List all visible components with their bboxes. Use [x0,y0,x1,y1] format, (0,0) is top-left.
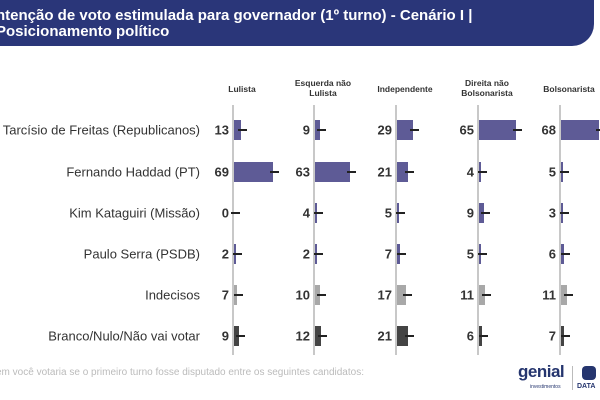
data-label: 65 [459,122,474,138]
data-label: 13 [214,122,229,138]
error-bar [561,335,571,337]
error-bar [559,212,569,214]
data-label: 63 [295,164,310,180]
bar [560,120,600,140]
error-bar [512,129,522,131]
axis-line [477,105,479,355]
row-label: Fernando Haddad (PT) [66,164,200,180]
axis-line [559,105,561,355]
error-bar [403,294,413,296]
row-label: Indecisos [145,287,200,303]
error-bar [316,129,326,131]
bar [560,285,567,305]
data-label: 5 [548,164,556,180]
error-bar [596,129,600,131]
axis-line [232,105,234,355]
error-bar [235,335,245,337]
error-bar [477,171,487,173]
row-label: Tarcísio de Freitas (Republicanos) [2,122,200,138]
error-bar [230,212,240,214]
partner-logo-icon [582,366,596,380]
error-bar [560,253,570,255]
data-label: 2 [302,246,310,262]
data-label: 69 [214,164,229,180]
error-bar [313,253,323,255]
error-bar [478,253,488,255]
column-header: Direita não Bolsonarista [461,78,513,98]
data-label: 11 [460,287,474,303]
column-header: Independente [377,84,433,94]
chart-title: ntenção de voto estimulada para governad… [0,7,473,40]
error-bar [481,294,491,296]
data-label: 17 [377,287,392,303]
bar [478,285,485,305]
error-bar [313,212,323,214]
axis-line [313,105,315,355]
data-label: 9 [302,122,310,138]
bar [396,162,409,182]
error-bar [234,294,244,296]
error-bar [397,253,407,255]
bar [314,162,351,182]
error-bar [396,212,406,214]
header-banner: ntenção de voto estimulada para governad… [0,0,594,46]
bar [233,120,241,140]
data-label: 9 [466,205,474,221]
data-label: 0 [221,205,229,221]
data-label: 5 [384,205,392,221]
row-label: Branco/Nulo/Não vai votar [48,328,200,344]
data-label: 2 [221,246,229,262]
data-label: 29 [377,122,392,138]
data-label: 6 [548,246,556,262]
data-label: 21 [377,328,392,344]
data-label: 7 [221,287,229,303]
error-bar [269,171,279,173]
data-label: 4 [302,205,310,221]
error-bar [318,335,328,337]
column-header: Esquerda não Lulista [294,78,352,98]
data-label: 21 [377,164,392,180]
data-label: 68 [541,122,556,138]
data-label: 5 [466,246,474,262]
partner-logo-text: DATA [577,383,596,390]
column-header: Lulista [228,84,256,94]
genial-logo: genial [518,362,565,381]
bar [396,326,409,346]
error-bar [237,129,247,131]
row-label: Kim Kataguiri (Missão) [69,205,200,221]
error-bar [563,294,573,296]
error-bar [410,129,420,131]
data-label: 4 [466,164,474,180]
error-bar [317,294,327,296]
data-label: 7 [548,328,556,344]
bar [396,285,407,305]
bar [233,162,273,182]
row-label: Paulo Serra (PSDB) [83,246,200,262]
bar [478,120,516,140]
data-label: 6 [466,328,474,344]
error-bar [405,335,415,337]
logo-divider [572,366,573,390]
footnote: em você votaria se o primeiro turno foss… [0,367,364,378]
error-bar [405,171,415,173]
bar [396,120,414,140]
data-label: 9 [221,328,229,344]
error-bar [478,335,488,337]
axis-line [395,105,397,355]
error-bar [560,171,570,173]
data-label: 10 [295,287,310,303]
data-label: 12 [295,328,310,344]
genial-logo-sub: investimentos [530,384,561,390]
error-bar [480,212,490,214]
error-bar [232,253,242,255]
column-header: Bolsonarista [543,84,595,94]
bar [314,326,322,346]
data-label: 7 [384,246,392,262]
error-bar [347,171,357,173]
data-label: 3 [548,205,556,221]
data-label: 11 [542,287,556,303]
